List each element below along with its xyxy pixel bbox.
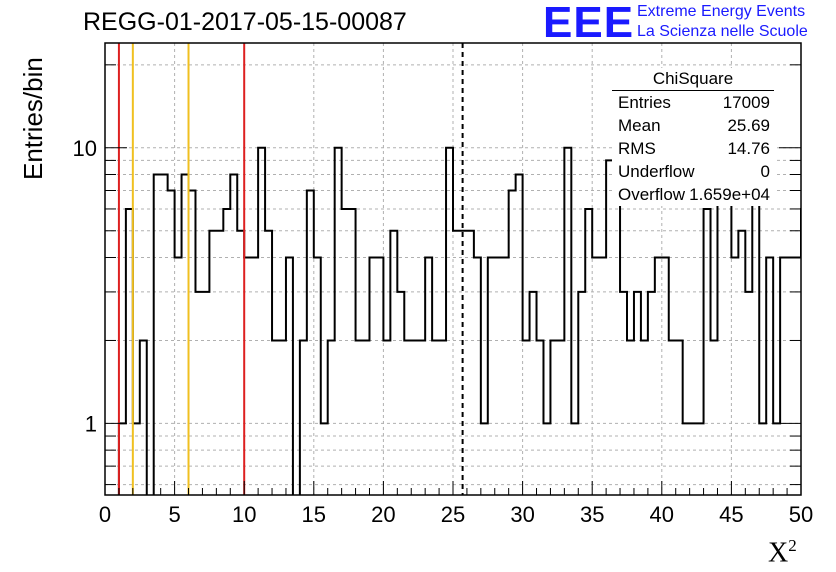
stats-value: 17009 bbox=[722, 93, 770, 112]
x-tick-label: 20 bbox=[371, 502, 395, 527]
brand-line-2: La Scienza nelle Scuole bbox=[637, 23, 808, 40]
stats-label: Entries bbox=[618, 93, 671, 112]
marker-lines bbox=[117, 43, 464, 495]
stats-value: 14.76 bbox=[727, 139, 770, 158]
stats-box: ChiSquare Entries 17009 Mean 25.69 RMS 14.7… bbox=[612, 68, 774, 206]
x-tick-label: 25 bbox=[441, 502, 465, 527]
x-tick-label: 5 bbox=[168, 502, 180, 527]
x-tick-label: 15 bbox=[302, 502, 326, 527]
plot-frame bbox=[104, 42, 802, 496]
stats-value: 0 bbox=[760, 162, 770, 181]
stats-value: 25.69 bbox=[727, 116, 770, 135]
x-axis-label-superscript: 2 bbox=[788, 536, 797, 555]
stats-row-mean: Mean 25.69 bbox=[612, 114, 774, 137]
stats-row-underflow: Underflow 0 bbox=[612, 160, 774, 183]
y-tick-label: 10 bbox=[73, 136, 97, 161]
x-axis-label: X2 bbox=[768, 536, 797, 569]
x-tick-label: 40 bbox=[650, 502, 674, 527]
chart-title: REGG-01-2017-05-15-00087 bbox=[83, 8, 407, 36]
stats-row-overflow: Overflow 1.659e+04 bbox=[612, 183, 774, 206]
histogram-outline bbox=[117, 124, 801, 495]
stats-label: Overflow bbox=[618, 185, 686, 204]
stats-label: Mean bbox=[618, 116, 661, 135]
stats-label: RMS bbox=[618, 139, 656, 158]
x-tick-label: 0 bbox=[99, 502, 111, 527]
x-tick-label: 50 bbox=[789, 502, 813, 527]
stats-label: Underflow bbox=[618, 162, 695, 181]
stats-box-title: ChiSquare bbox=[612, 68, 774, 91]
x-tick-label: 45 bbox=[719, 502, 743, 527]
eee-logo: EEE bbox=[543, 0, 635, 47]
stats-row-rms: RMS 14.76 bbox=[612, 137, 774, 160]
axis-ticks bbox=[104, 64, 802, 495]
brand-line-1: Extreme Energy Events bbox=[637, 3, 806, 20]
x-tick-label: 35 bbox=[580, 502, 604, 527]
x-tick-label: 10 bbox=[232, 502, 256, 527]
y-axis-label: Entries/bin bbox=[18, 57, 48, 180]
x-axis-label-base: X bbox=[768, 537, 789, 569]
y-tick-label: 1 bbox=[85, 411, 97, 436]
x-tick-label: 30 bbox=[510, 502, 534, 527]
stats-value: 1.659e+04 bbox=[689, 185, 770, 204]
stats-row-entries: Entries 17009 bbox=[612, 91, 774, 114]
histogram-series bbox=[117, 124, 801, 495]
